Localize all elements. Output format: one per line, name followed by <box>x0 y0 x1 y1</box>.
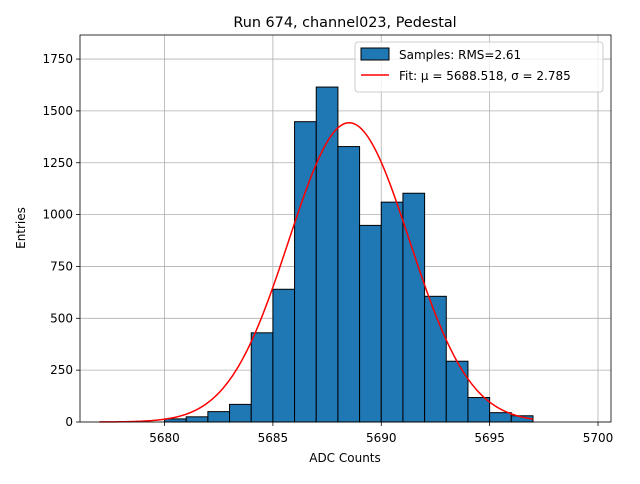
legend-bars-swatch <box>360 47 390 61</box>
histogram-bar <box>467 397 491 423</box>
histogram-bar <box>489 412 512 423</box>
x-tick-label: 5680 <box>149 431 180 445</box>
histogram-bar <box>294 121 317 423</box>
y-tick-label: 500 <box>50 311 73 325</box>
y-tick-label: 1000 <box>42 208 73 222</box>
histogram-bar <box>402 192 426 423</box>
x-tick-label: 5695 <box>474 431 505 445</box>
histogram-bar <box>337 146 361 423</box>
y-tick-label: 1250 <box>42 156 73 170</box>
histogram-bar <box>272 288 296 423</box>
x-tick-label: 5685 <box>258 431 289 445</box>
legend-box <box>354 41 604 93</box>
y-tick-label: 1500 <box>42 104 73 118</box>
histogram-bar <box>445 360 469 423</box>
x-axis-label: ADC Counts <box>309 451 381 465</box>
y-tick-label: 1750 <box>42 52 73 66</box>
histogram-bar <box>185 416 209 423</box>
x-tick-label: 5700 <box>583 431 614 445</box>
histogram-bar <box>315 86 339 423</box>
histogram-bar <box>207 411 231 423</box>
histogram-bar <box>380 201 404 423</box>
y-tick-label: 750 <box>50 259 73 273</box>
x-tick-label: 5690 <box>366 431 397 445</box>
chart-title: Run 674, channel023, Pedestal <box>233 15 456 31</box>
legend-bars-label: Samples: RMS=2.61 <box>399 48 521 62</box>
y-tick-label: 0 <box>65 415 73 429</box>
y-axis-label: Entries <box>14 207 28 249</box>
legend: Samples: RMS=2.61 Fit: μ = 5688.518, σ =… <box>354 41 604 93</box>
x-axis: 5680 5685 5690 5695 5700 <box>149 422 613 445</box>
histogram-bar <box>229 403 252 423</box>
legend-fit-label: Fit: μ = 5688.518, σ = 2.785 <box>399 69 571 83</box>
fit-curve <box>99 121 534 423</box>
histogram-bar <box>359 224 382 423</box>
plot-area-frame <box>79 34 612 423</box>
y-axis: 0 250 500 750 1000 1250 1500 1750 <box>42 52 80 429</box>
histogram-bar <box>250 332 274 423</box>
y-tick-label: 250 <box>50 363 73 377</box>
